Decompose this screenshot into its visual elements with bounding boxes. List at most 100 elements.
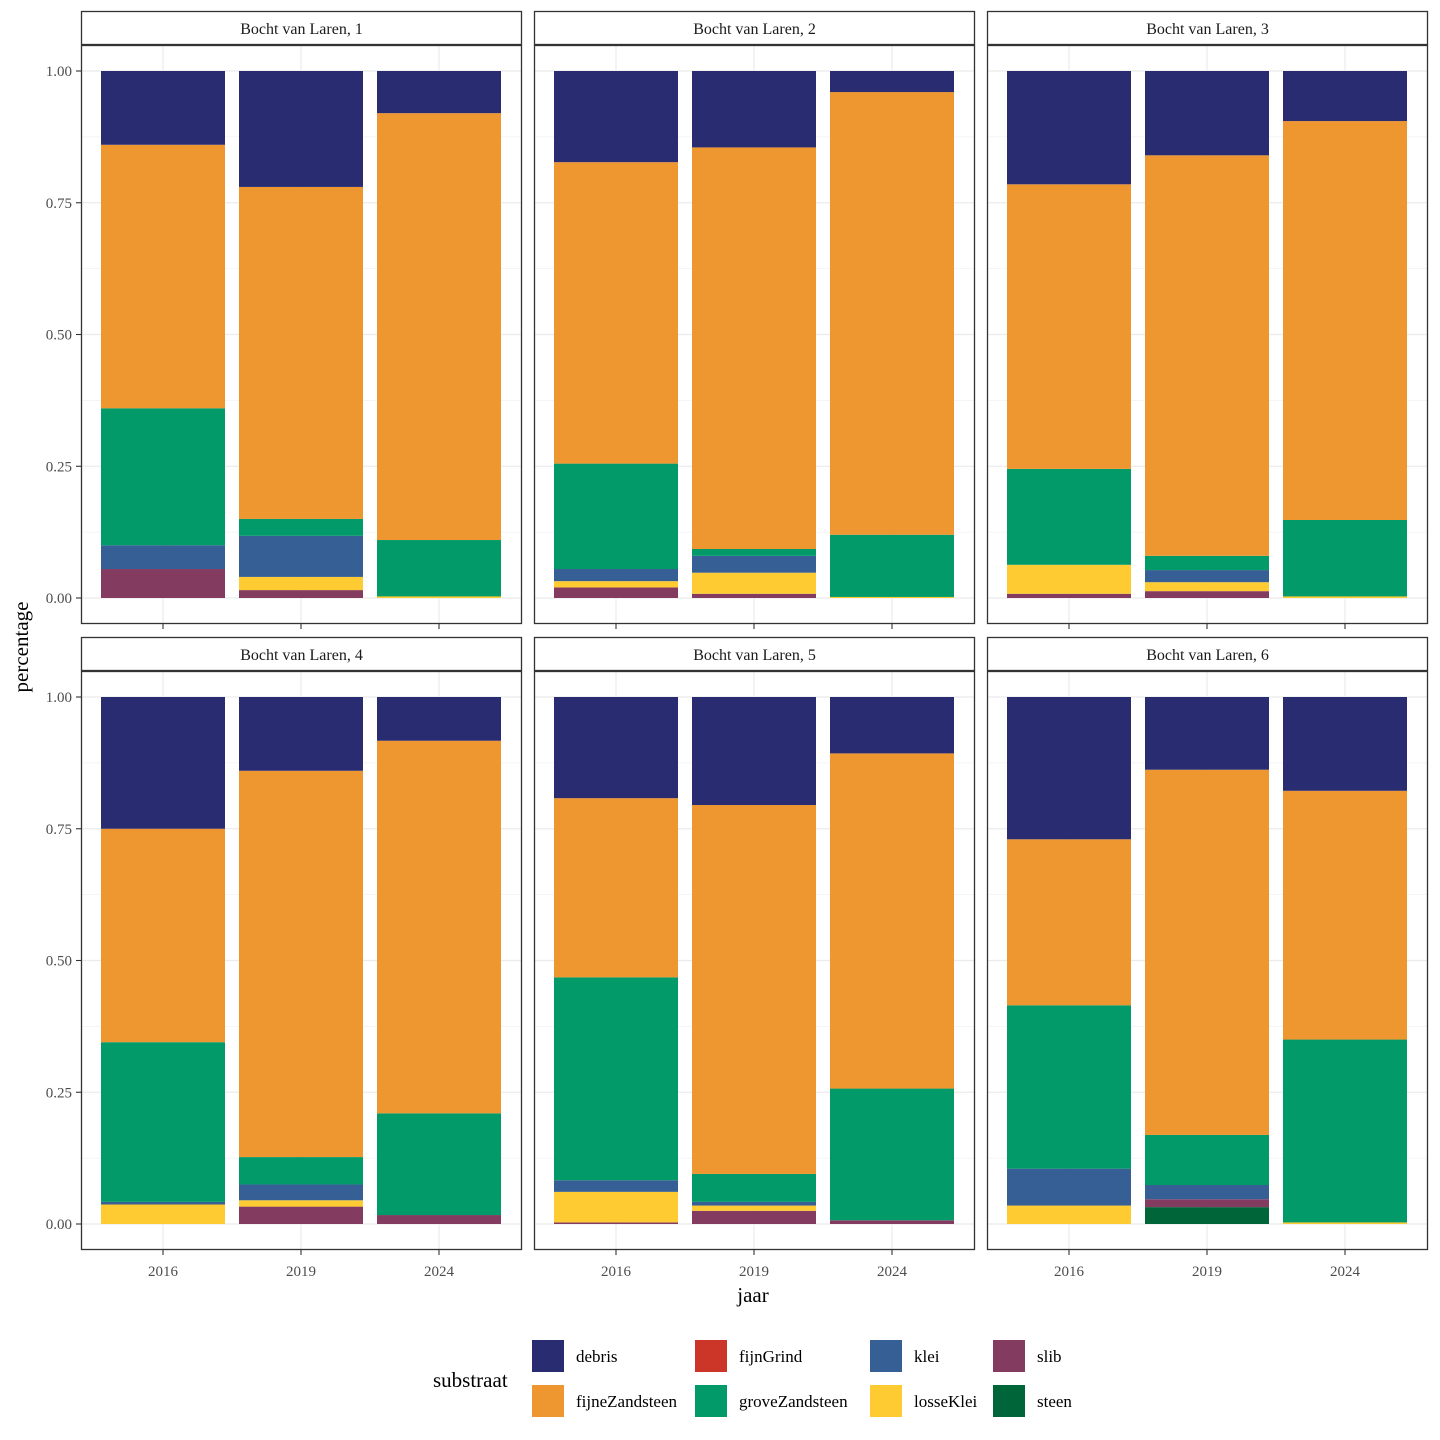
facet-strip <box>533 10 976 46</box>
bar-segment-klei <box>1145 1185 1269 1200</box>
bar-segment-debris <box>692 71 816 148</box>
y-tick-label: 0.50 <box>46 954 72 970</box>
bar-segment-debris <box>1283 697 1407 791</box>
bar-segment-losseKlei <box>239 576 363 591</box>
facet-strip-title: Bocht van Laren, 5 <box>693 647 816 664</box>
bar-segment-fijneZandsteen <box>1283 121 1407 521</box>
facet-strip <box>986 636 1429 672</box>
bar-segment-slib <box>830 1220 954 1224</box>
x-tick-label: 2016 <box>148 1264 179 1280</box>
bar-segment-fijneZandsteen <box>101 144 225 409</box>
x-tick-label: 2024 <box>877 1264 908 1280</box>
bar-segment-groveZandsteen <box>1145 555 1269 571</box>
x-tick-label: 2019 <box>286 1264 316 1280</box>
bar-segment-groveZandsteen <box>101 1042 225 1202</box>
bar-segment-losseKlei <box>692 572 816 594</box>
bar-segment-fijneZandsteen <box>554 162 678 464</box>
chart-axes: 0.00 0.25 0.50 0.75 1.00 0.00 0.25 0.50 0.75 1.00… <box>46 64 1361 1280</box>
legend-label: fijneZandsteen <box>576 1392 678 1411</box>
bar-segment-slib <box>554 1222 678 1224</box>
bar-segment-debris <box>1145 71 1269 156</box>
bar-segment-slib <box>239 590 363 598</box>
bar-segment-debris <box>692 697 816 806</box>
bar-segment-debris <box>554 697 678 799</box>
facet-panel: Bocht van Laren, 4 <box>80 636 523 1251</box>
x-tick-label: 2019 <box>739 1264 769 1280</box>
legend-key <box>532 1340 564 1372</box>
bar-segment-slib <box>692 1210 816 1224</box>
legend-key <box>993 1340 1025 1372</box>
y-tick-label: 0.75 <box>46 822 72 838</box>
bar-segment-debris <box>1007 697 1131 840</box>
bar-segment-losseKlei <box>377 596 501 598</box>
bar-segment-klei <box>554 1180 678 1192</box>
legend-item-losseKlei: losseKlei <box>870 1385 978 1417</box>
legend-key <box>870 1385 902 1417</box>
bar-segment-groveZandsteen <box>1283 1039 1407 1223</box>
bar-segment-losseKlei <box>554 1191 678 1223</box>
chart-panels: Bocht van Laren, 1 Bocht van Laren, 2 Boch… <box>80 10 1429 1251</box>
bar-segment-groveZandsteen <box>830 534 954 597</box>
bar-segment-groveZandsteen <box>830 1088 954 1221</box>
legend-item-fijneZandsteen: fijneZandsteen <box>532 1385 678 1417</box>
bar-segment-klei <box>239 535 363 577</box>
legend-item-fijnGrind: fijnGrind <box>695 1340 803 1372</box>
bar-segment-groveZandsteen <box>239 1157 363 1185</box>
bar-segment-debris <box>554 71 678 163</box>
x-tick-label: 2024 <box>1330 1264 1361 1280</box>
bar-segment-fijneZandsteen <box>830 753 954 1089</box>
y-axis-label: percentage <box>9 602 33 693</box>
bar-segment-debris <box>101 71 225 145</box>
legend-label: groveZandsteen <box>739 1392 848 1411</box>
facet-strip <box>80 636 523 672</box>
legend-item-steen: steen <box>993 1385 1072 1417</box>
legend-key <box>993 1385 1025 1417</box>
bar-segment-losseKlei <box>830 596 954 598</box>
x-tick-label: 2024 <box>424 1264 455 1280</box>
bar-segment-fijneZandsteen <box>692 147 816 549</box>
legend-item-slib: slib <box>993 1340 1062 1372</box>
bar-segment-klei <box>1007 1168 1131 1206</box>
facet-panel: Bocht van Laren, 6 <box>986 636 1429 1251</box>
x-tick-label: 2016 <box>1054 1264 1085 1280</box>
bar-segment-fijneZandsteen <box>692 805 816 1174</box>
bar-segment-fijneZandsteen <box>1283 790 1407 1040</box>
bar-segment-slib <box>239 1206 363 1224</box>
bar-segment-losseKlei <box>1283 596 1407 598</box>
bar-segment-groveZandsteen <box>377 540 501 597</box>
legend-label: klei <box>914 1347 940 1366</box>
bar-segment-groveZandsteen <box>1145 1134 1269 1186</box>
bar-segment-slib <box>1145 591 1269 598</box>
facet-strip <box>533 636 976 672</box>
panel-border <box>80 670 523 1251</box>
bar-segment-debris <box>377 71 501 114</box>
bar-segment-klei <box>554 569 678 582</box>
bar-segment-debris <box>1007 71 1131 185</box>
bar-segment-klei <box>239 1184 363 1201</box>
y-tick-label: 1.00 <box>46 690 72 706</box>
bar-segment-slib <box>554 587 678 598</box>
bar-segment-klei <box>692 555 816 573</box>
bar-segment-debris <box>239 697 363 771</box>
legend-key <box>532 1385 564 1417</box>
panel-border <box>986 44 1429 625</box>
legend-label: fijnGrind <box>739 1347 803 1366</box>
bar-segment-groveZandsteen <box>554 977 678 1181</box>
bar-segment-fijneZandsteen <box>1145 769 1269 1135</box>
y-tick-label: 0.50 <box>46 328 72 344</box>
bar-segment-steen <box>1145 1207 1269 1224</box>
bar-segment-klei <box>101 545 225 570</box>
bar-segment-losseKlei <box>554 581 678 588</box>
bar-segment-groveZandsteen <box>1007 468 1131 565</box>
facet-strip-title: Bocht van Laren, 1 <box>240 21 363 38</box>
y-tick-label: 0.75 <box>46 196 72 212</box>
bar-segment-fijneZandsteen <box>830 92 954 535</box>
bar-segment-fijneZandsteen <box>377 740 501 1114</box>
y-tick-label: 0.00 <box>46 1217 72 1233</box>
bar-segment-debris <box>239 71 363 187</box>
bar-segment-losseKlei <box>1145 582 1269 592</box>
bar-segment-losseKlei <box>1283 1222 1407 1224</box>
facet-strip-title: Bocht van Laren, 4 <box>240 647 363 664</box>
bar-segment-losseKlei <box>239 1200 363 1207</box>
panel-border <box>533 670 976 1251</box>
